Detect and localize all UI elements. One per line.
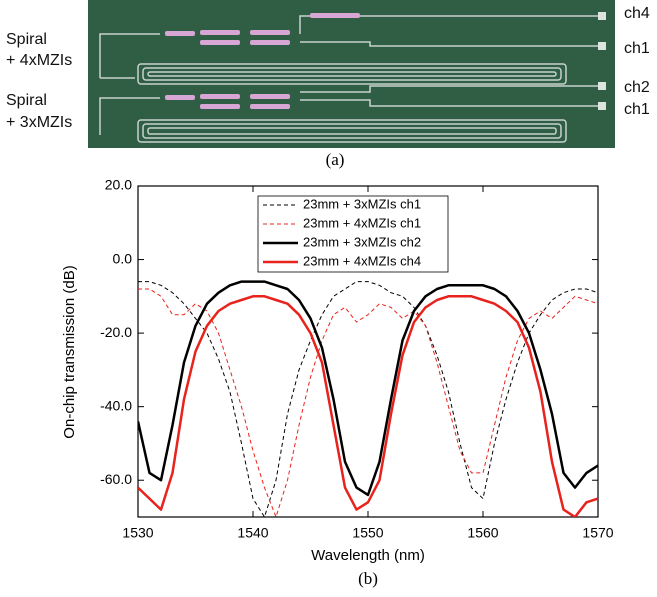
device-label: + 4xMZIs xyxy=(6,52,72,69)
device-label: Spiral xyxy=(6,92,47,109)
data-line xyxy=(138,295,598,517)
legend-label: 23mm + 3xMZIs ch1 xyxy=(303,196,421,211)
channel-label: ch1 xyxy=(624,40,650,57)
y-tick-label: 0.0 xyxy=(113,250,133,266)
device-label: Spiral xyxy=(6,31,47,48)
channel-label: ch1 xyxy=(624,101,650,118)
legend-label: 23mm + 4xMZIs ch1 xyxy=(303,215,421,230)
y-axis-title: On-chip transmission (dB) xyxy=(61,265,78,438)
data-line xyxy=(138,288,598,517)
data-line xyxy=(138,280,598,497)
x-tick-label: 1570 xyxy=(582,525,613,541)
caption: (b) xyxy=(358,569,378,588)
x-axis-title: Wavelength (nm) xyxy=(311,547,425,564)
pads xyxy=(598,12,606,110)
x-tick-label: 1550 xyxy=(352,525,383,541)
caption: (a) xyxy=(326,150,345,169)
waveguides xyxy=(99,15,600,143)
chip-photo xyxy=(88,0,615,148)
legend-label: 23mm + 3xMZIs ch2 xyxy=(303,234,421,249)
x-tick-label: 1560 xyxy=(467,525,498,541)
y-tick-label: 20.0 xyxy=(105,177,132,193)
micrograph xyxy=(88,0,615,148)
plot-area xyxy=(138,280,598,517)
channel-label: ch4 xyxy=(624,5,650,22)
device-label: + 3xMZIs xyxy=(6,114,72,131)
y-tick-label: -20.0 xyxy=(100,324,132,340)
mzi-sections xyxy=(165,13,360,109)
legend xyxy=(257,195,449,273)
y-tick-label: -60.0 xyxy=(100,471,132,487)
x-tick-label: 1540 xyxy=(237,525,268,541)
legend-label: 23mm + 4xMZIs ch4 xyxy=(303,253,421,268)
x-tick-label: 1530 xyxy=(122,525,153,541)
data-line xyxy=(138,281,598,517)
channel-label: ch2 xyxy=(624,79,650,96)
y-tick-label: -40.0 xyxy=(100,397,132,413)
